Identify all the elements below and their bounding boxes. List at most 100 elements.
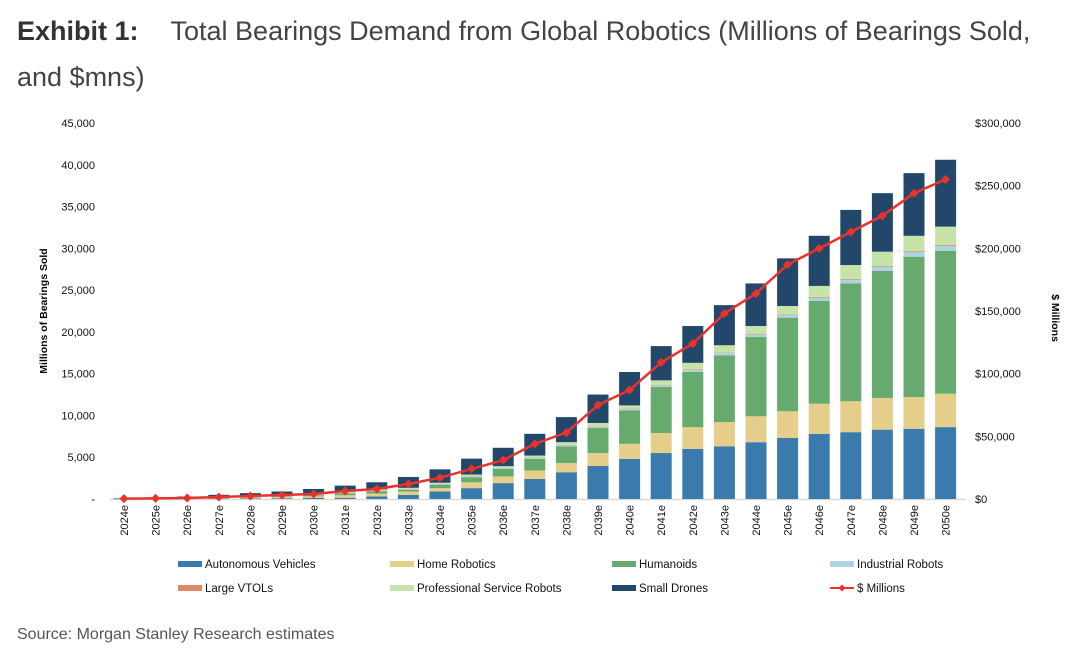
legend-swatch — [178, 585, 202, 591]
line-marker — [783, 260, 793, 270]
y-tick-label: 15,000 — [61, 369, 95, 381]
y2-tick-label: $150,000 — [975, 306, 1021, 318]
bar-segment — [397, 489, 419, 490]
legend-label: Autonomous Vehicles — [205, 559, 316, 571]
bar-segment — [840, 401, 862, 433]
legend-swatch — [830, 561, 854, 567]
bar-segment — [650, 453, 672, 499]
y2-tick-label: $200,000 — [975, 243, 1021, 255]
bar-segment — [840, 278, 862, 280]
legend-swatch — [612, 585, 636, 591]
bar-segment — [903, 251, 925, 253]
y-tick-label: 40,000 — [61, 160, 95, 172]
bar-segment — [777, 314, 799, 318]
x-tick-label: 2042e — [688, 505, 700, 536]
bar-segment — [745, 333, 767, 335]
bar-segment — [808, 296, 830, 298]
legend-swatch — [390, 561, 414, 567]
bar-segment — [745, 283, 767, 327]
bar-segment — [808, 297, 830, 301]
bar-segment — [587, 426, 609, 428]
bar-segment — [555, 445, 577, 447]
bar-segment — [871, 397, 893, 430]
bar-segment — [492, 468, 514, 469]
bar-segment — [935, 159, 957, 227]
bar-segment — [555, 463, 577, 473]
bar-segment — [840, 432, 862, 499]
bar-segment — [682, 369, 704, 372]
legend-swatch — [390, 585, 414, 591]
legend-label: Home Robotics — [417, 559, 496, 571]
bar-segment — [903, 428, 925, 499]
bar-segment — [935, 226, 957, 245]
line-marker — [182, 493, 192, 503]
bar-segment — [777, 438, 799, 499]
line-marker — [688, 339, 698, 349]
x-tick-label: 2030e — [309, 505, 321, 536]
bar-segment — [713, 422, 735, 447]
bar-segment — [713, 355, 735, 423]
bar-segment — [840, 209, 862, 266]
bar-segment — [650, 432, 672, 454]
bar-segment — [840, 265, 862, 279]
x-tick-label: 2026e — [182, 505, 194, 536]
x-tick-label: 2039e — [593, 505, 605, 536]
bar-segment — [366, 493, 388, 497]
bar-segment — [935, 244, 957, 246]
bar-segment — [555, 446, 577, 464]
x-tick-label: 2044e — [751, 505, 763, 536]
bar-segment — [334, 497, 356, 499]
bar-segment — [587, 465, 609, 499]
bar-segment — [461, 474, 483, 477]
x-tick-label: 2024e — [119, 505, 131, 536]
bar-segment — [524, 457, 546, 459]
legend-swatch — [612, 561, 636, 567]
bar-segment — [619, 458, 641, 499]
line-marker — [245, 491, 255, 501]
bar-segment — [777, 411, 799, 439]
x-tick-label: 2049e — [909, 505, 921, 536]
y-tick-label: 20,000 — [61, 327, 95, 339]
bar-segment — [650, 385, 672, 388]
y-tick-label: 10,000 — [61, 410, 95, 422]
exhibit-label: Exhibit 1: — [17, 16, 139, 46]
bar-segment — [713, 345, 735, 353]
bar-segment — [397, 491, 419, 495]
x-tick-label: 2035e — [467, 505, 479, 536]
bar-segment — [524, 458, 546, 471]
x-tick-label: 2046e — [814, 505, 826, 536]
bar-segment — [903, 235, 925, 252]
bar-segment — [587, 422, 609, 427]
bar-segment — [619, 408, 641, 411]
line-marker — [214, 492, 224, 502]
bar-segment — [650, 387, 672, 433]
bar-segment — [777, 317, 799, 412]
bar-segment — [840, 279, 862, 284]
line-marker — [751, 288, 761, 298]
bar-segment — [682, 362, 704, 370]
line-marker — [846, 227, 856, 237]
line-marker — [719, 309, 729, 319]
bar-segment — [397, 489, 419, 492]
bar-segment — [713, 446, 735, 499]
bar-segment — [555, 472, 577, 499]
bar-segment — [745, 334, 767, 337]
bar-segment — [808, 300, 830, 404]
bar-segment — [587, 427, 609, 454]
line-marker — [593, 400, 603, 410]
y-tick-label: 5,000 — [67, 452, 95, 464]
bar-segment — [555, 442, 577, 446]
title-text: Total Bearings Demand from Global Roboti… — [17, 16, 1031, 92]
x-tick-label: 2029e — [277, 505, 289, 536]
x-tick-label: 2045e — [783, 505, 795, 536]
y2-tick-label: $100,000 — [975, 369, 1021, 381]
bar-segment — [682, 448, 704, 499]
bar-segment — [429, 491, 451, 499]
x-tick-label: 2041e — [656, 505, 668, 536]
line-marker — [877, 211, 887, 221]
bar-segment — [461, 488, 483, 499]
x-tick-label: 2027e — [214, 505, 226, 536]
bar-segment — [366, 496, 388, 499]
legend-label: Professional Service Robots — [417, 583, 562, 595]
